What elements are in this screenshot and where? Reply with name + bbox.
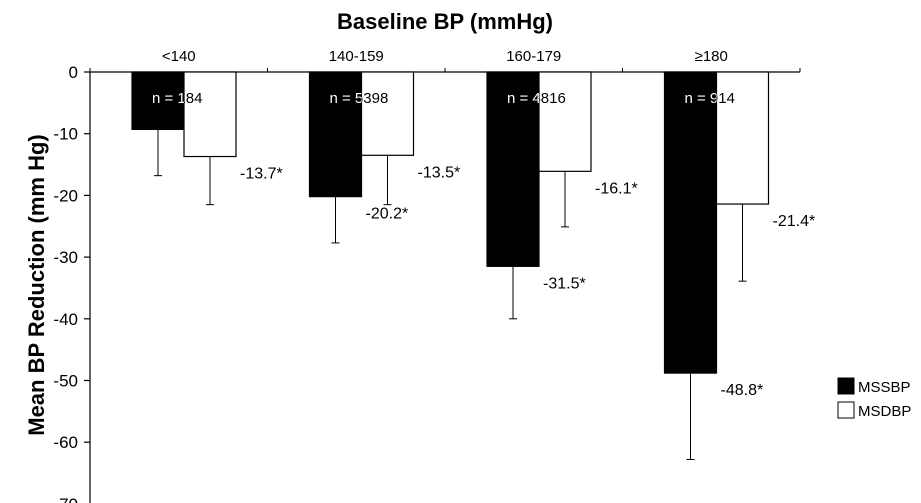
bar-mssbp [486, 71, 540, 267]
x-category-label: 140-159 [329, 48, 384, 65]
sample-size-label-overlay: n = 5398 [330, 90, 389, 107]
data-label: -48.8* [721, 382, 764, 399]
y-tick-label: -30 [53, 248, 78, 267]
y-tick-label: -70 [53, 495, 78, 503]
data-label: -21.4* [773, 213, 816, 230]
x-category-label: <140 [162, 48, 196, 65]
y-tick-label: 0 [69, 63, 78, 82]
legend-label: MSDBP [858, 403, 911, 420]
bar-msdbp [183, 71, 237, 158]
x-category-label: ≥180 [695, 48, 728, 65]
y-tick-label: -60 [53, 433, 78, 452]
legend-label: MSSBP [858, 379, 911, 396]
sample-size-label-overlay: n = 4816 [507, 90, 566, 107]
y-tick-label: -10 [53, 125, 78, 144]
y-tick-label: -20 [53, 186, 78, 205]
data-label: -16.1* [595, 180, 638, 197]
data-label: -31.5* [543, 275, 586, 292]
sample-size-label: n = 184 [152, 90, 202, 107]
chart-title: Baseline BP (mmHg) [337, 9, 553, 34]
legend: MSSBP MSDBP [837, 377, 911, 420]
data-label: -13.5* [418, 164, 461, 181]
bar-mssbp [663, 71, 718, 374]
sample-size-label-overlay: n = 914 [685, 90, 735, 107]
sample-size-label: n = 4816 [507, 90, 566, 107]
bar-mssbp [308, 71, 363, 198]
y-tick-label: -50 [53, 372, 78, 391]
y-axis-label: Mean BP Reduction (mm Hg) [24, 134, 49, 436]
sample-size-label: n = 5398 [330, 90, 389, 107]
sample-size-label: n = 914 [685, 90, 735, 107]
data-label: -13.7* [240, 166, 283, 183]
bar-msdbp [360, 71, 415, 156]
legend-swatch-msdbp [837, 401, 855, 419]
y-tick-label: -40 [53, 310, 78, 329]
plot-area: 0-10-20-30-40-50-60-70<140-9.3*-13.7*140… [53, 48, 815, 503]
x-category-label: 160-179 [506, 48, 561, 65]
data-label: -20.2* [366, 206, 409, 223]
bar-msdbp [538, 71, 592, 172]
legend-swatch-mssbp [837, 377, 855, 395]
sample-size-label-overlay: n = 184 [152, 90, 202, 107]
